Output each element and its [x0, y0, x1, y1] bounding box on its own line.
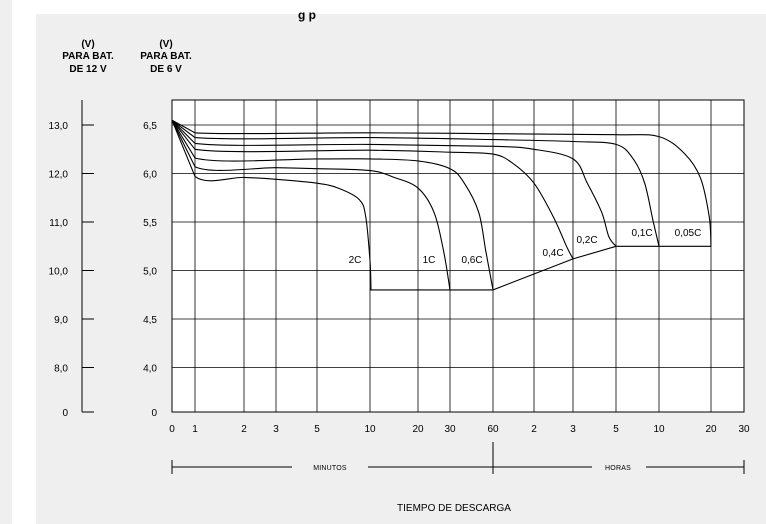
left-background-strip	[0, 0, 12, 524]
left-tick-label: 10,0	[49, 267, 69, 278]
x-tick-label: 2	[241, 424, 247, 435]
x-tick-label: 30	[444, 424, 456, 435]
right-header-line-2: PARA BAT.	[140, 51, 192, 62]
x-tick-label: 60	[487, 424, 499, 435]
hours-bracket: HORAS	[493, 460, 745, 474]
x-tick-label: 3	[570, 424, 576, 435]
right-axis-header: (V) PARA BAT. DE 6 V	[140, 39, 192, 75]
minutes-bracket: MINUTOS	[171, 460, 493, 474]
x-tick-label: 10	[364, 424, 376, 435]
discharge-curve-0_2C	[171, 119, 617, 247]
left-tick-label: 8,0	[54, 364, 68, 375]
discharge-curve-1C	[171, 119, 451, 290]
right-tick-label: 5,0	[143, 267, 157, 278]
x-tick-label: 30	[738, 424, 750, 435]
left-header-line-3: DE 12 V	[69, 64, 107, 75]
right-tick-label: 0	[151, 408, 157, 419]
chart-title-fragment: g p	[298, 8, 316, 22]
left-tick-label: 12,0	[49, 170, 69, 181]
plot-area	[171, 99, 745, 413]
x-tick-label: 2	[531, 424, 537, 435]
x-tick-label: 1	[192, 424, 198, 435]
right-tick-label: 6,0	[143, 170, 157, 181]
right-header-line-1: (V)	[159, 39, 172, 50]
left-tick-label: 0	[62, 408, 68, 419]
right-tick-label: 4,0	[143, 364, 157, 375]
left-axis-header: (V) PARA BAT. DE 12 V	[62, 39, 114, 75]
discharge-curve-0_05C	[171, 119, 712, 247]
x-tick-label: 10	[653, 424, 665, 435]
right-header-line-3: DE 6 V	[150, 64, 182, 75]
discharge-curve-0_6C	[171, 119, 494, 290]
x-tick-label: 20	[412, 424, 424, 435]
curve-label: 0,4C	[542, 248, 563, 259]
x-tick-label: 20	[705, 424, 717, 435]
x-tick-label: 3	[273, 424, 279, 435]
left-tick-label: 9,0	[54, 315, 68, 326]
curve-label: 1C	[423, 255, 436, 266]
curve-label: 2C	[349, 255, 362, 266]
curve-label: 0,05C	[675, 228, 702, 239]
discharge-curve-0_4C	[171, 119, 574, 260]
curve-label: 0,1C	[631, 228, 652, 239]
right-tick-label: 5,5	[143, 218, 157, 229]
x-tick-label: 5	[314, 424, 320, 435]
hours-label: HORAS	[605, 465, 631, 472]
minutes-label: MINUTOS	[313, 465, 347, 472]
right-tick-label: 6,5	[143, 121, 157, 132]
curve-label: 0,6C	[461, 255, 482, 266]
curve-label: 0,2C	[576, 235, 597, 246]
discharge-curve-0_1C	[171, 119, 660, 247]
right-tick-label: 4,5	[143, 315, 157, 326]
left-header-line-2: PARA BAT.	[62, 51, 114, 62]
left-header-line-1: (V)	[81, 39, 94, 50]
left-tick-label: 11,0	[49, 218, 68, 229]
x-axis-title: TIEMPO DE DESCARGA	[397, 503, 511, 514]
left-tick-label: 13,0	[49, 121, 69, 132]
end-voltage-line	[370, 245, 711, 291]
discharge-curve-2C	[171, 119, 372, 290]
x-tick-label: 0	[169, 424, 175, 435]
x-tick-label: 5	[613, 424, 619, 435]
